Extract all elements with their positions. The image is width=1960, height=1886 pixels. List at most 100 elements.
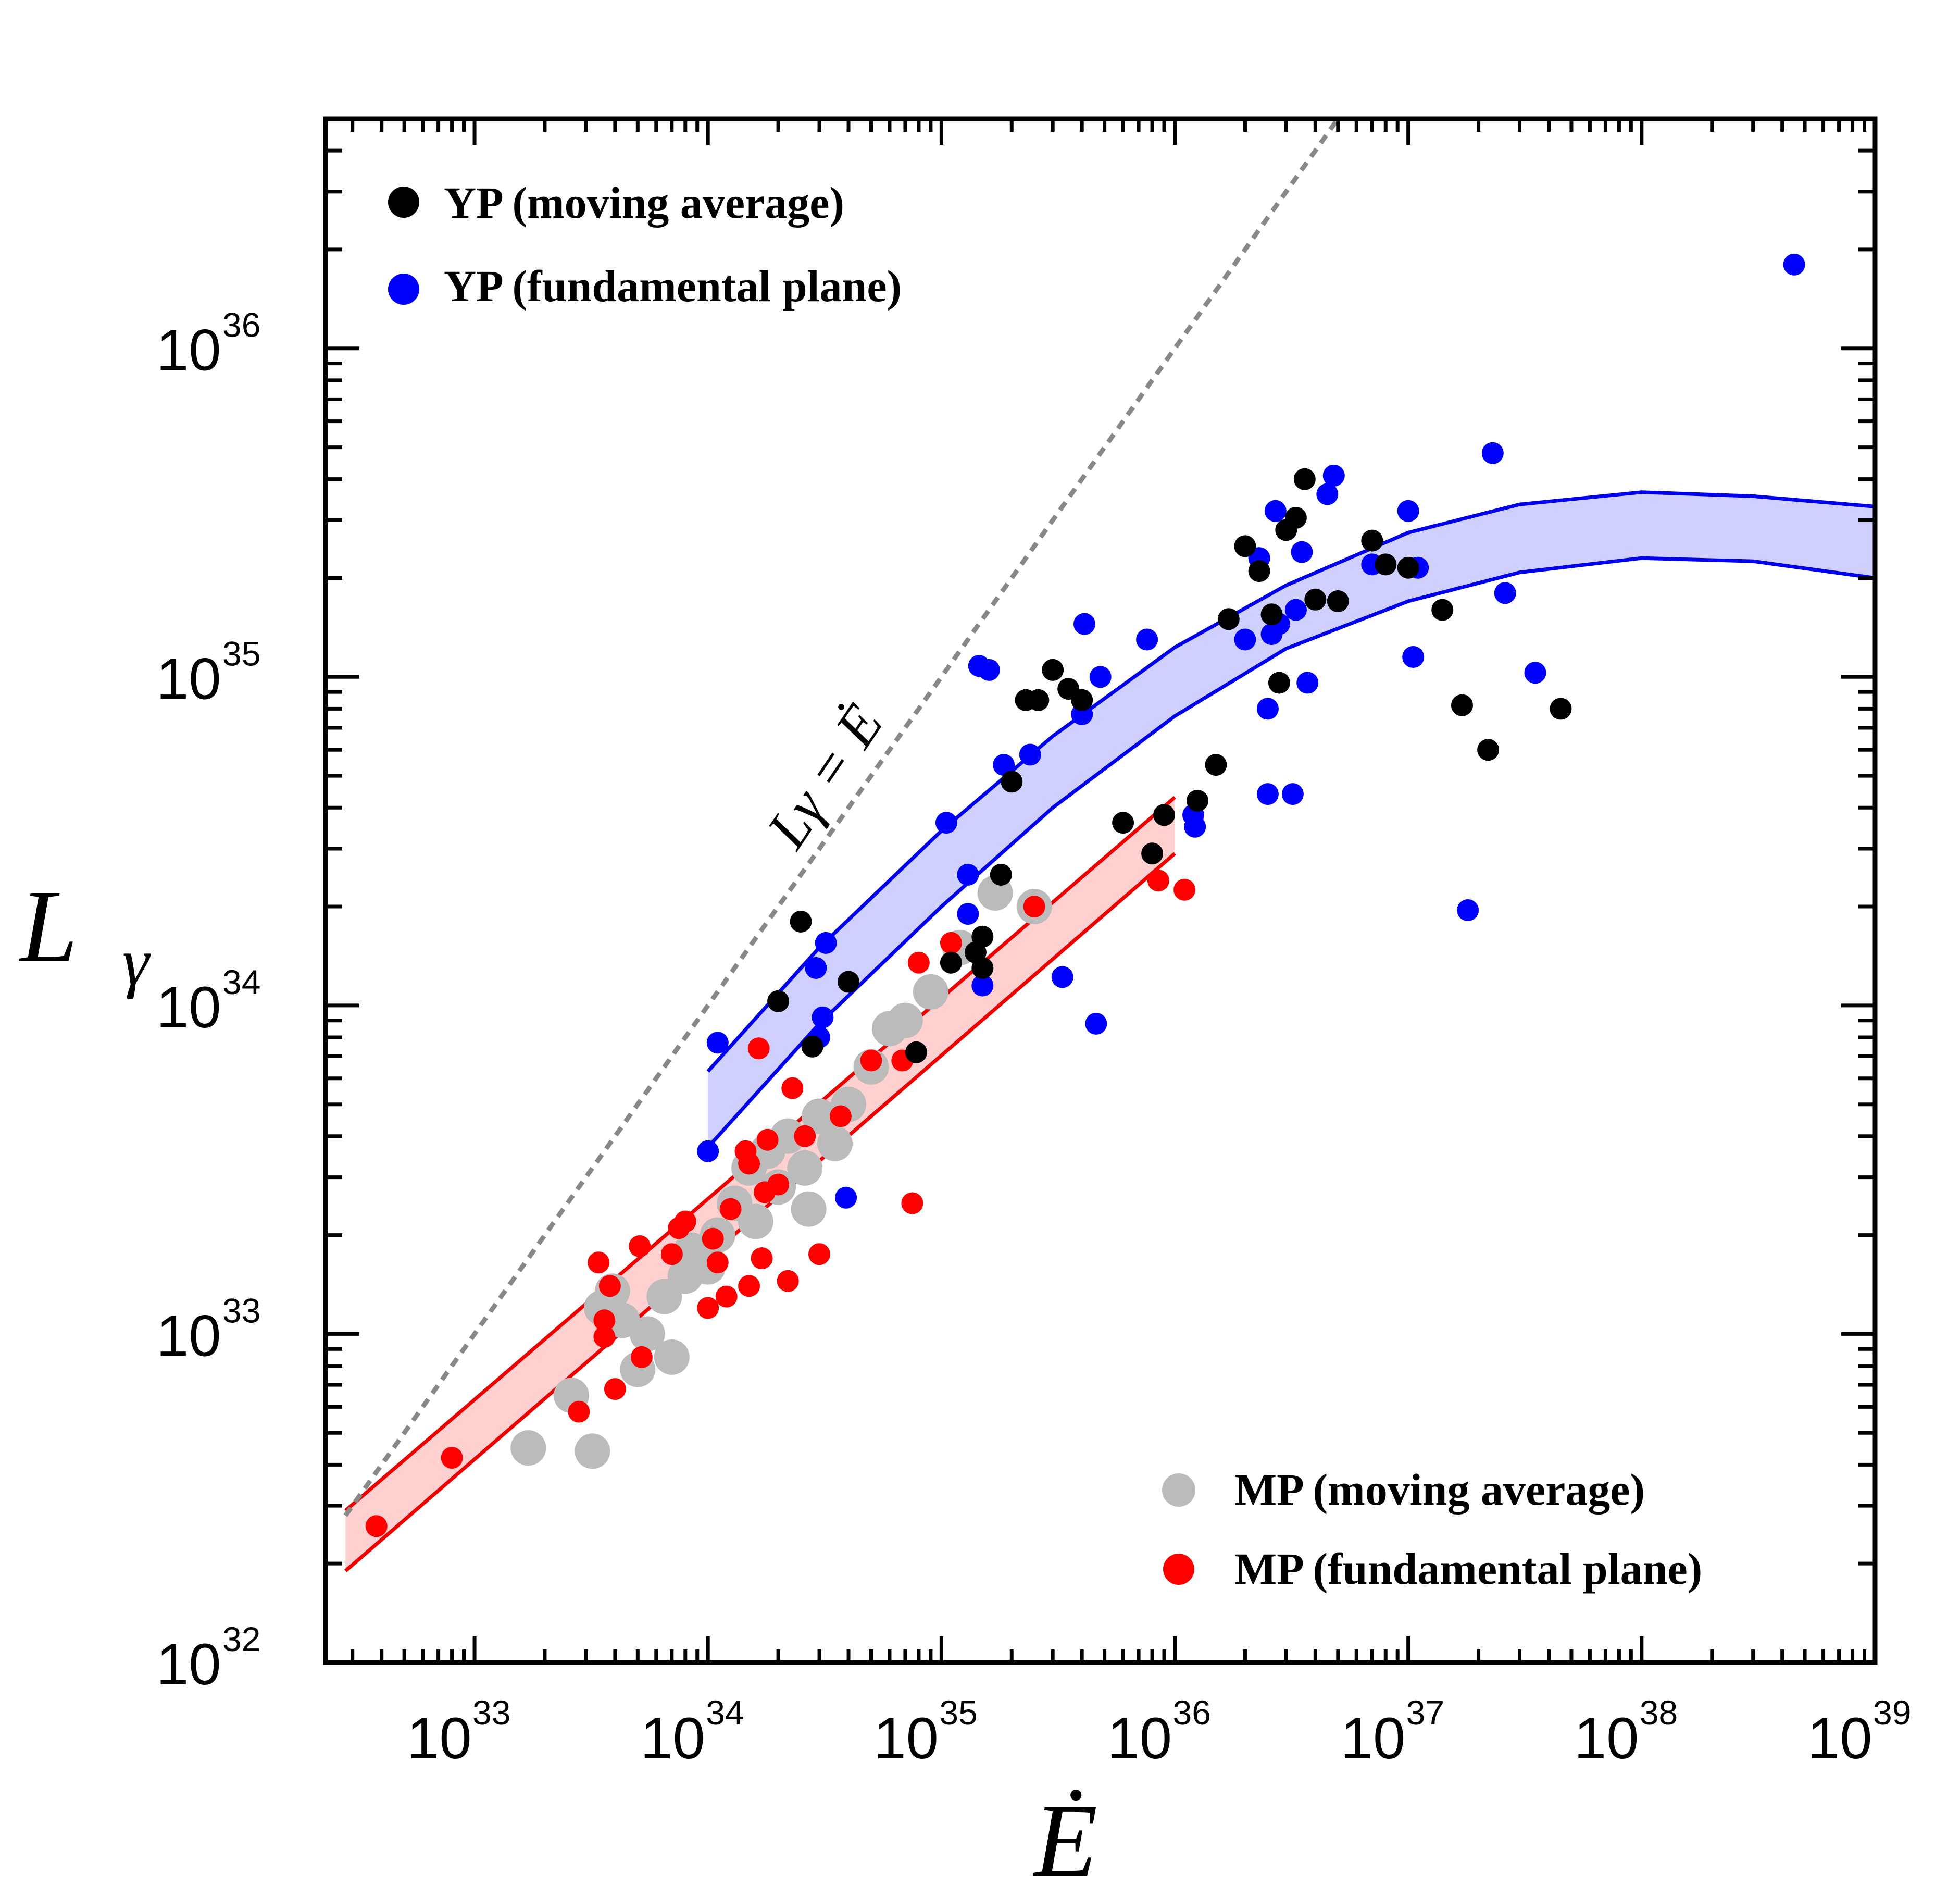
x-tick-exponent: 36 [1173,1693,1211,1732]
x-tick-exponent: 35 [939,1693,977,1732]
y-tick-exponent: 32 [222,1620,260,1658]
mp-moving-average-point [654,1339,690,1375]
yp-fundamental-plane-point [812,1006,834,1028]
yp-fundamental-plane-point [1783,253,1805,276]
legend-marker-mp-fundamental-plane [1163,1554,1194,1585]
mp-fundamental-plane-point [568,1400,590,1423]
yp-moving-average-point [1375,553,1397,576]
yp-fundamental-plane-point [835,1186,857,1209]
x-tick-exponent: 34 [706,1693,744,1732]
mp-fundamental-plane-point [747,1037,770,1060]
yp-fundamental-plane-point [957,903,979,925]
legend-marker-yp-fundamental-plane [388,274,419,305]
mp-fundamental-plane-point [767,1173,790,1196]
x-axis-label: Ė [1032,1783,1097,1886]
yp-moving-average-point [1451,694,1473,716]
y-tick-exponent: 33 [222,1291,260,1330]
yp-moving-average-point [940,951,962,974]
yp-moving-average-point [1268,672,1290,694]
y-tick-exponent: 34 [222,963,260,1001]
mp-fundamental-plane-point [702,1227,724,1250]
yp-moving-average-point [1153,804,1175,826]
mp-fundamental-plane-point [777,1270,799,1292]
legend-label-mp-fundamental-plane: MP (fundamental plane) [1234,1544,1702,1594]
x-tick-exponent: 33 [472,1693,510,1732]
mp-fundamental-plane-point [907,951,930,974]
mp-moving-average-point [575,1433,610,1469]
yp-moving-average-point [1248,560,1270,582]
mp-moving-average-point [887,1002,923,1038]
legend-bottom-right: MP (moving average) MP (fundamental plan… [1162,1465,1702,1594]
yp-moving-average-point [971,957,994,979]
y-tick-label: 10 [156,975,221,1040]
y-tick-exponent: 36 [222,306,260,344]
yp-fundamental-plane-point [978,659,1000,681]
yp-fundamental-plane-point [1397,500,1419,522]
y-axis-label-subscript: γ [122,925,151,1000]
mp-moving-average-point [738,1203,773,1239]
mp-fundamental-plane-point [660,1243,683,1265]
yp-moving-average-point [1071,689,1093,711]
yp-fundamental-plane-point [1073,613,1095,635]
x-tick-label: 10 [873,1706,939,1771]
yp-fundamental-plane-point [1291,541,1313,563]
yp-fundamental-plane-point [1402,646,1425,668]
mp-fundamental-plane-point [593,1309,616,1332]
mp-fundamental-plane-point [697,1297,719,1319]
legend-label-yp-fundamental-plane: YP (fundamental plane) [444,261,902,311]
mp-fundamental-plane-point [630,1346,653,1368]
mp-moving-average-point [770,1118,806,1154]
diagonal-reference-line [343,117,1340,1517]
yp-moving-average-point [990,863,1012,886]
x-tick-label: 10 [1574,1706,1639,1771]
yp-fundamental-plane-point [957,863,979,886]
yp-moving-average-point [838,971,859,993]
y-tick-label: 10 [156,1303,221,1368]
mp-fundamental-plane-point [808,1243,830,1265]
yp-moving-average-point [1187,789,1208,812]
mp-moving-average-point [787,1150,823,1186]
y-tick-label: 10 [156,646,221,711]
yp-moving-average-point [1027,689,1050,711]
legend-top-left: YP (moving average) YP (fundamental plan… [388,178,902,311]
yp-fundamental-plane-point [1284,599,1307,621]
yp-fundamental-plane-point [1281,783,1304,805]
yp-band-lower-line [706,556,1876,1149]
y-axis-label-main: L [18,869,78,984]
mp-fundamental-plane-point [860,1049,882,1072]
yp-fundamental-plane-point [1184,815,1206,838]
yp-moving-average-point [1205,754,1227,776]
y-axis-label: L γ [18,869,151,1000]
yp-moving-average-point [1477,739,1500,761]
yp-moving-average-point [1260,603,1283,626]
yp-fundamental-plane-point [697,1140,719,1162]
x-tick-label: 10 [1107,1706,1172,1771]
series-yp-moving-average [767,468,1572,1063]
yp-moving-average-point [1361,529,1383,552]
mp-fundamental-plane-point [598,1275,621,1297]
mp-fundamental-plane-point [940,932,962,954]
yp-fundamental-plane-point [815,932,837,954]
yp-moving-average-point [1234,535,1256,557]
y-tick-label: 10 [156,1632,221,1697]
yp-fundamental-plane-point [805,957,827,979]
yp-band-fill [708,492,1875,1148]
mp-moving-average-point [791,1191,827,1227]
yp-fundamental-plane-point [1494,582,1516,604]
yp-moving-average-point [801,1035,823,1058]
yp-moving-average-point [1550,698,1572,720]
mp-fundamental-plane-point [674,1210,696,1233]
mp-fundamental-plane-point [588,1251,610,1274]
yp-moving-average-point [1001,771,1023,793]
yp-fundamental-plane-point [1524,662,1546,684]
mp-fundamental-plane-point [604,1378,626,1400]
yp-moving-average-point [905,1041,927,1063]
yp-fundamental-plane-point [1316,483,1339,505]
mp-fundamental-plane-point [593,1326,616,1348]
mp-fundamental-plane-point [365,1515,388,1537]
yp-moving-average-point [1217,608,1240,630]
mp-fundamental-plane-point [756,1128,779,1151]
yp-fundamental-plane-point [1136,628,1158,651]
yp-moving-average-point [1293,468,1316,490]
yp-fundamental-plane-point [1085,1012,1107,1035]
